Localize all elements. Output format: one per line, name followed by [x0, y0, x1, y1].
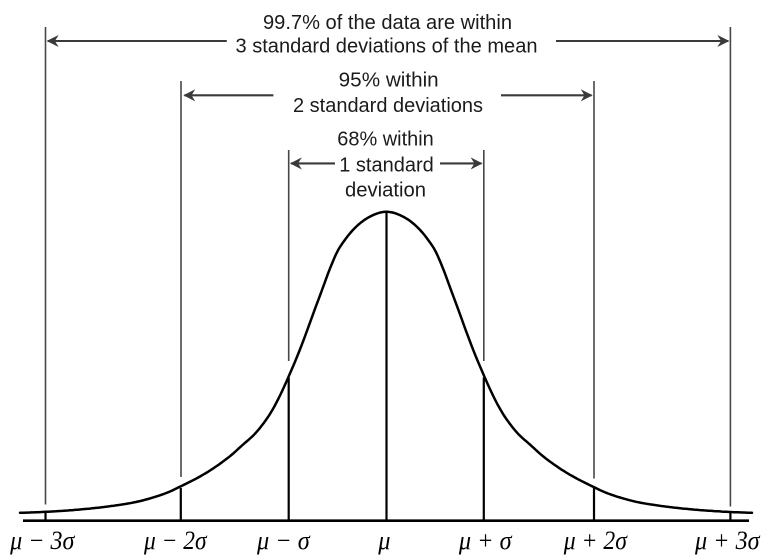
svg-text:μ: μ — [377, 526, 390, 555]
svg-text:99.7% of the data are within: 99.7% of the data are within — [263, 12, 512, 34]
svg-text:68% within: 68% within — [337, 128, 434, 150]
svg-text:2 standard deviations: 2 standard deviations — [293, 95, 483, 117]
svg-text:μ + 3σ: μ + 3σ — [694, 526, 761, 555]
svg-text:μ − 3σ: μ − 3σ — [9, 526, 75, 555]
svg-text:deviation: deviation — [345, 179, 426, 201]
svg-text:1 standard: 1 standard — [339, 154, 434, 176]
svg-text:μ − 2σ: μ − 2σ — [143, 526, 207, 555]
svg-text:μ − σ: μ − σ — [256, 526, 311, 555]
svg-text:μ + σ: μ + σ — [458, 526, 513, 555]
svg-text:95% within: 95% within — [339, 69, 439, 91]
svg-text:μ + 2σ: μ + 2σ — [563, 526, 628, 555]
svg-text:3 standard deviations of the m: 3 standard deviations of the mean — [236, 35, 538, 57]
